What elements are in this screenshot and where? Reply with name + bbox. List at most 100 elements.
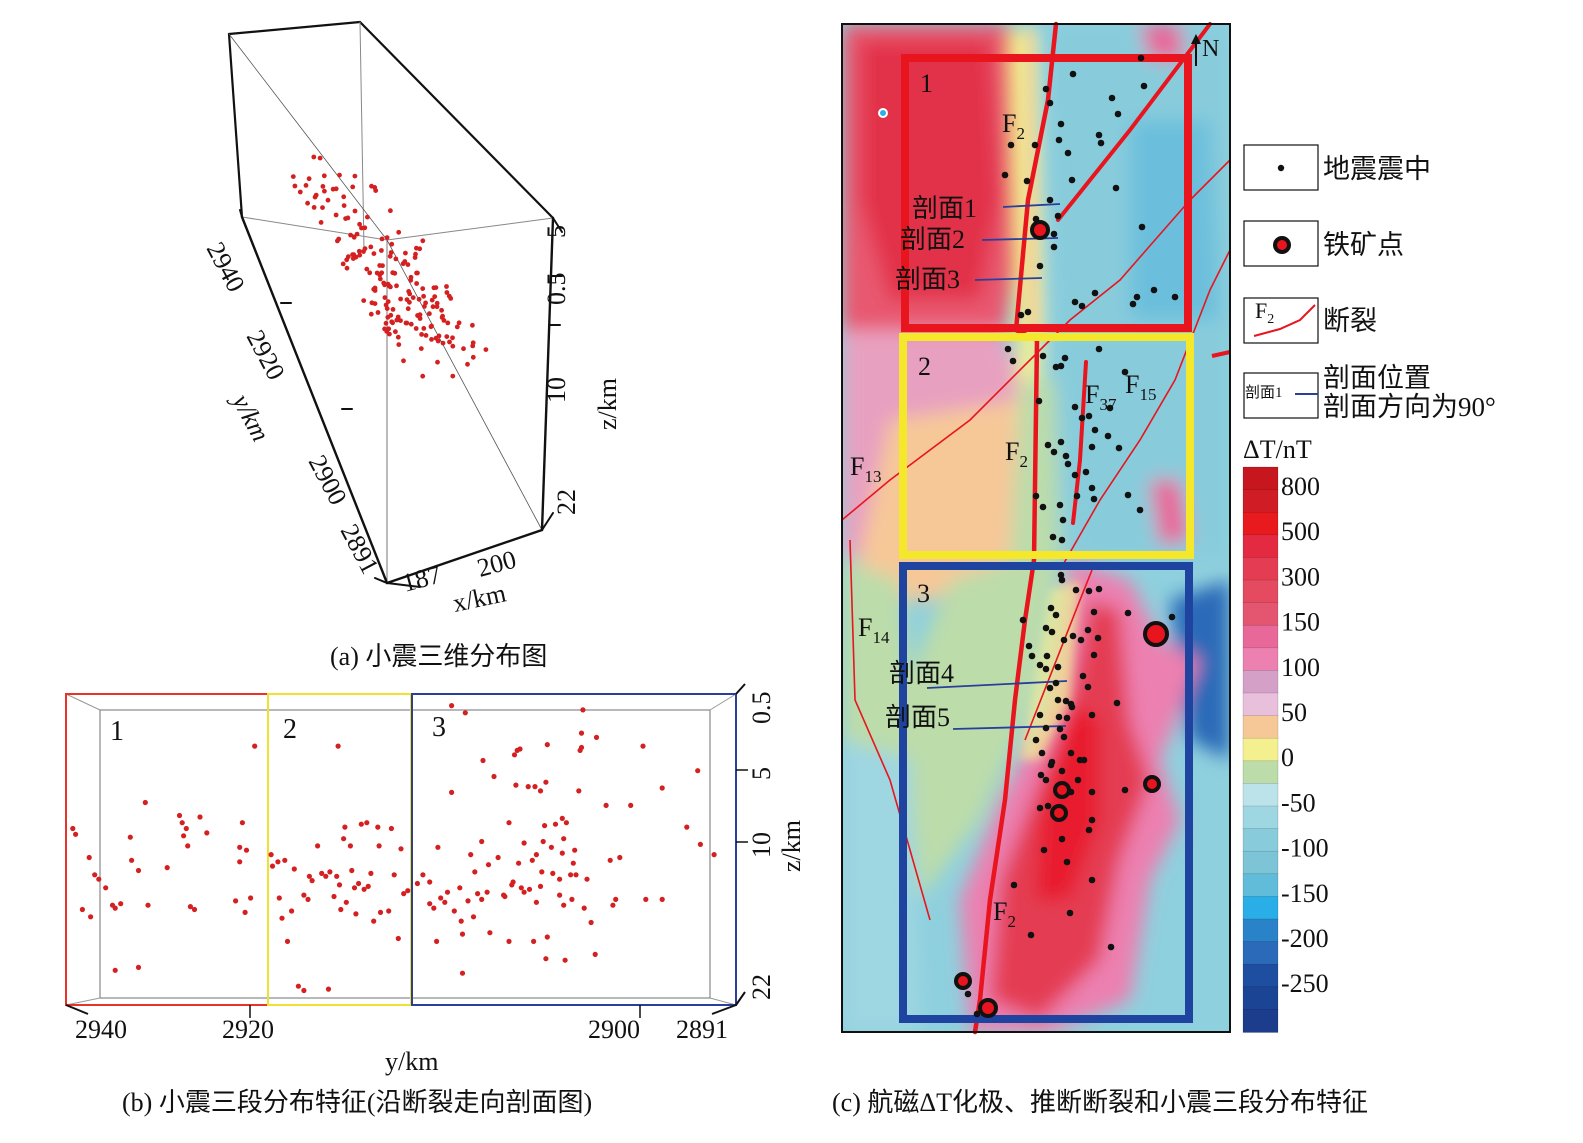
hypocenter-point <box>350 256 356 261</box>
hypocenter-point <box>470 322 475 328</box>
hypocenter-point <box>372 185 378 190</box>
box-edge-back-left <box>227 32 244 219</box>
colorbar-tick-label: 500 <box>1281 517 1320 546</box>
hypocenter-point <box>580 707 586 713</box>
epicenter-point <box>1067 700 1075 708</box>
hypocenter-point <box>459 970 466 976</box>
segment-3-box <box>899 562 1193 1023</box>
x-axis-label: x/km <box>450 578 508 617</box>
hypocenter-point <box>408 321 414 327</box>
hypocenter-point <box>422 304 427 309</box>
hypocenter-point <box>430 304 436 310</box>
hypocenter-point <box>335 743 341 749</box>
field-high-east-small <box>1150 480 1190 545</box>
hypocenter-point <box>312 194 318 200</box>
hypocenter-point <box>357 221 362 227</box>
hypocenter-point <box>408 277 414 283</box>
hypocenter-point <box>382 295 388 300</box>
hypocenter-point <box>403 250 408 256</box>
map-labels: 1 2 3 F2 F2 F2 F37 F15 F13 F14 剖面1 剖面2 剖… <box>850 69 1156 931</box>
epicenter-point <box>1067 749 1075 757</box>
hypocenter-point <box>357 252 363 258</box>
fault-east <box>1211 350 1231 358</box>
colorbar-swatch <box>1242 760 1279 785</box>
hypocenter-point <box>444 334 450 339</box>
hypocenter-point <box>306 176 312 182</box>
hypocenter-point <box>548 844 555 850</box>
epicenter-point <box>1129 300 1137 308</box>
hypocenter-point <box>344 257 350 263</box>
hypocenter-point <box>427 311 432 317</box>
segment-1-box <box>65 693 269 1006</box>
hypocenter-point <box>444 889 451 895</box>
epicenter-point <box>1085 412 1093 420</box>
axis-labels: 2940 2920 2900 2891 y/km 0.5 5 10 22 z/k… <box>75 692 806 1077</box>
hypocenter-point <box>456 320 462 326</box>
points-layer <box>290 154 489 379</box>
hypocenter-point <box>306 873 312 879</box>
epicenter-point <box>1121 368 1129 376</box>
hypocenter-point <box>413 251 418 257</box>
z-tick-label: 5 <box>542 225 571 238</box>
hypocenter-point <box>374 270 380 276</box>
legend-item-epicenter: 地震震中 <box>1243 144 1431 191</box>
hypocenter-point <box>369 300 375 306</box>
hypocenter-point <box>242 909 248 915</box>
caption-b: (b) 小震三段分布特征(沿断裂走向剖面图) <box>122 1088 593 1117</box>
epicenter-point <box>1084 683 1092 691</box>
epicenter-point <box>1062 697 1070 705</box>
hypocenter-point <box>356 248 362 254</box>
box-edge-back-vertical <box>359 21 365 251</box>
epicenter-point <box>1044 802 1052 810</box>
epicenter-point <box>1168 613 1176 621</box>
hypocenter-point <box>284 938 291 944</box>
hypocenter-point <box>379 236 385 242</box>
colorbar-swatch <box>1242 670 1279 694</box>
legend-box <box>1243 372 1319 419</box>
hypocenter-point <box>510 879 516 885</box>
epicenter-point <box>1052 611 1060 619</box>
colorbar-tick-label: 150 <box>1281 608 1320 637</box>
profile-label-1: 剖面1 <box>912 194 977 223</box>
hypocenter-point <box>176 812 183 819</box>
hypocenter-point <box>485 862 492 868</box>
hypocenter-point <box>237 844 243 850</box>
hypocenter-point <box>248 895 254 901</box>
hypocenter-point <box>539 869 545 875</box>
epicenter-point <box>1095 585 1103 593</box>
hypocenter-point <box>364 820 370 826</box>
epicenter-point <box>1124 491 1132 499</box>
epicenter-point <box>1106 404 1114 412</box>
epicenter-point <box>1104 432 1112 440</box>
box-edge-diagonal <box>228 33 388 241</box>
hypocenter-point <box>388 284 393 290</box>
hypocenter-point <box>387 331 392 337</box>
hypocenter-point <box>269 863 276 869</box>
hypocenter-point <box>659 785 665 791</box>
hypocenter-point <box>640 743 646 749</box>
hypocenter-point <box>305 896 311 902</box>
hypocenter-point <box>421 326 427 331</box>
field-low-east-mid <box>1130 120 1220 320</box>
z-tick-label: 22 <box>552 489 581 515</box>
colorbar-swatch <box>1242 828 1279 852</box>
epicenter-point <box>1052 363 1060 371</box>
colorbar-swatch <box>1242 737 1279 762</box>
epicenter-point <box>1082 468 1090 476</box>
fault-label-f13: F13 <box>850 452 881 486</box>
epicenter-point <box>1046 684 1054 692</box>
epicenter-point <box>1090 495 1098 503</box>
hypocenter-point <box>506 820 512 826</box>
fault-icon <box>1253 304 1316 337</box>
fault-f2 <box>972 21 1059 1035</box>
iron-mine-marker <box>1030 220 1050 240</box>
field-high-top <box>1140 24 1185 60</box>
z-tick-label: 22 <box>747 974 776 1000</box>
x-tick-label: 187 <box>399 560 444 598</box>
profile-label-4: 剖面4 <box>889 659 954 688</box>
epicenter-point <box>1060 733 1068 741</box>
iron-mines-layer <box>954 220 1169 1018</box>
z-tick <box>735 991 746 1006</box>
hypocenter-point <box>552 821 559 827</box>
fault-label-f15: F15 <box>1125 370 1156 404</box>
